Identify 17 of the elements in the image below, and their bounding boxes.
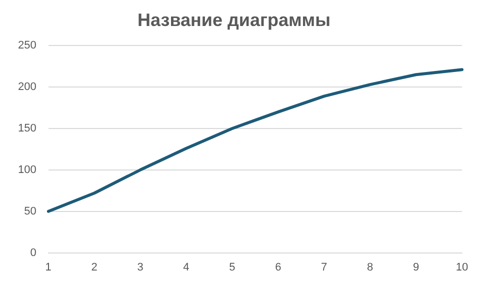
x-tick-label: 8: [367, 261, 374, 274]
chart-title: Название диаграммы: [138, 10, 330, 30]
y-tick-label: 150: [18, 122, 36, 135]
y-tick-label: 200: [18, 81, 36, 94]
x-tick-label: 10: [456, 261, 468, 274]
x-tick-label: 1: [45, 261, 52, 274]
y-tick-label: 100: [18, 164, 36, 176]
y-tick-label: 50: [24, 205, 36, 218]
x-tick-label: 7: [321, 261, 328, 274]
y-tick-label: 250: [18, 40, 36, 52]
x-tick-label: 6: [275, 261, 282, 274]
x-tick-label: 3: [137, 261, 144, 274]
x-tick-label: 2: [91, 261, 98, 274]
x-tick-label: 4: [183, 261, 190, 274]
x-tick-label: 5: [229, 261, 236, 274]
y-tick-label: 0: [30, 246, 36, 259]
x-tick-label: 9: [412, 261, 420, 274]
